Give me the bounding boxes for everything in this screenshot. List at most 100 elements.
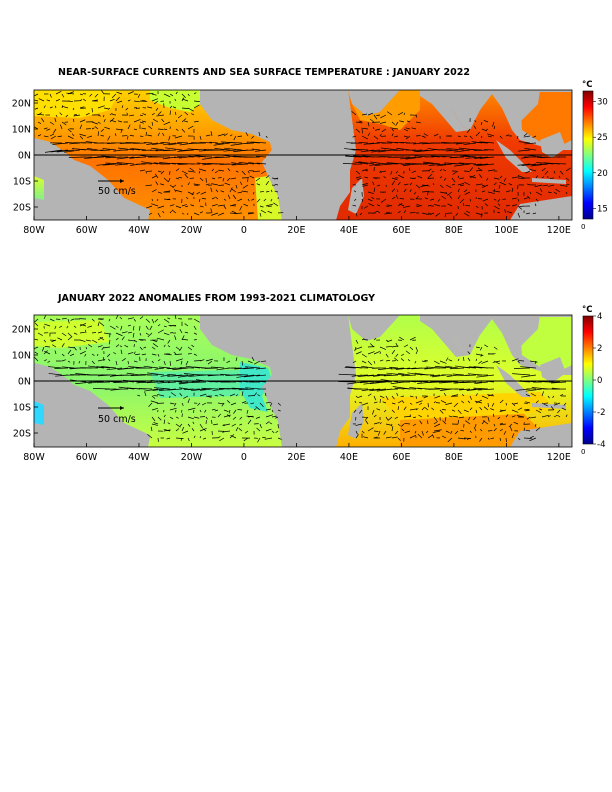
current-vector — [463, 212, 470, 217]
current-vector — [79, 135, 84, 140]
current-vector — [157, 359, 161, 362]
current-vector — [452, 415, 459, 418]
current-vector — [517, 198, 520, 202]
current-vector — [146, 205, 153, 209]
current-vector — [119, 345, 123, 348]
current-vector — [403, 344, 409, 348]
current-vector — [68, 142, 81, 145]
current-vector — [54, 350, 57, 355]
current-vector — [434, 423, 441, 428]
current-vector — [181, 402, 184, 406]
current-vector — [400, 358, 405, 362]
current-vector — [187, 388, 201, 391]
current-vector — [434, 204, 441, 207]
panel-anomaly-axes: 80W 60W 40W 20W 0 20E 40E 60E 80E 100E 120E 20N 10N 0… — [12, 325, 571, 464]
current-vector — [170, 392, 177, 397]
current-vector — [523, 133, 528, 137]
current-vector — [416, 149, 435, 153]
current-vector — [245, 366, 261, 369]
current-vector — [187, 423, 191, 427]
current-vector — [397, 406, 400, 411]
current-vector — [457, 419, 459, 425]
current-vector — [558, 175, 561, 179]
current-vector — [219, 394, 225, 397]
current-vector — [210, 131, 213, 137]
current-vector — [79, 331, 85, 334]
current-vector — [517, 163, 531, 166]
current-vector — [557, 409, 561, 414]
current-vector — [204, 409, 207, 413]
current-vector — [102, 163, 117, 166]
current-vector — [233, 409, 237, 414]
current-vector — [474, 400, 483, 404]
current-vector — [214, 409, 219, 412]
indian-warm-anomaly-patch — [400, 410, 540, 446]
current-vector — [179, 329, 183, 334]
current-vector — [169, 416, 174, 420]
current-vector — [362, 436, 369, 439]
current-vector — [236, 149, 255, 152]
current-vector — [523, 427, 526, 432]
current-vector — [181, 98, 189, 102]
current-vector — [367, 198, 373, 202]
current-vector — [439, 191, 447, 194]
current-vector — [97, 336, 104, 341]
current-vector — [356, 177, 363, 181]
current-vector — [541, 414, 550, 418]
current-vector — [97, 131, 100, 137]
current-vector — [423, 395, 429, 399]
current-vector — [127, 324, 132, 327]
current-vector — [444, 416, 447, 422]
current-vector — [265, 181, 270, 186]
panel-sst: NEAR-SURFACE CURRENTS AND SEA SURFACE TE… — [12, 67, 608, 236]
current-vector — [239, 205, 243, 211]
current-vector — [193, 104, 200, 109]
current-vector — [80, 324, 87, 327]
current-vector — [465, 420, 471, 425]
current-vector — [150, 400, 159, 404]
current-vector — [521, 374, 537, 378]
x-tick-label: 0 — [241, 452, 247, 463]
current-vector — [46, 128, 51, 131]
current-vector — [486, 133, 495, 137]
current-vector — [175, 91, 178, 95]
current-vector — [372, 388, 381, 391]
current-vector — [245, 132, 249, 137]
current-vector — [463, 356, 465, 362]
current-vector — [413, 191, 417, 195]
current-vector — [382, 401, 387, 404]
current-vector — [532, 135, 537, 138]
current-vector — [224, 147, 243, 151]
panel-sst-title: NEAR-SURFACE CURRENTS AND SEA SURFACE TE… — [58, 67, 470, 78]
current-vector — [383, 430, 387, 435]
borneo — [540, 132, 566, 158]
current-vector — [367, 112, 374, 116]
current-vector — [255, 406, 261, 411]
current-vector — [147, 134, 153, 137]
current-vector — [265, 135, 268, 139]
current-vector — [179, 392, 183, 397]
current-vector — [344, 366, 357, 369]
current-vector — [199, 135, 202, 140]
current-vector — [472, 416, 477, 421]
current-vector — [242, 184, 249, 189]
panel-anomaly-map: 50 cm/s — [34, 315, 572, 447]
current-vector — [126, 372, 141, 376]
current-vector — [421, 407, 425, 411]
current-vector — [497, 416, 501, 420]
current-vector — [54, 367, 69, 369]
current-vector — [350, 148, 369, 151]
current-vector — [475, 409, 478, 414]
current-vector — [175, 437, 184, 439]
current-vector — [116, 156, 135, 160]
current-vector — [469, 395, 472, 400]
current-vector — [458, 162, 477, 165]
current-vector — [421, 212, 429, 215]
current-vector — [413, 142, 423, 145]
current-vector — [269, 402, 273, 407]
current-vector — [57, 337, 63, 341]
current-vector — [133, 343, 135, 348]
current-vector — [139, 169, 146, 172]
current-vector — [167, 373, 177, 376]
current-vector — [73, 114, 77, 116]
